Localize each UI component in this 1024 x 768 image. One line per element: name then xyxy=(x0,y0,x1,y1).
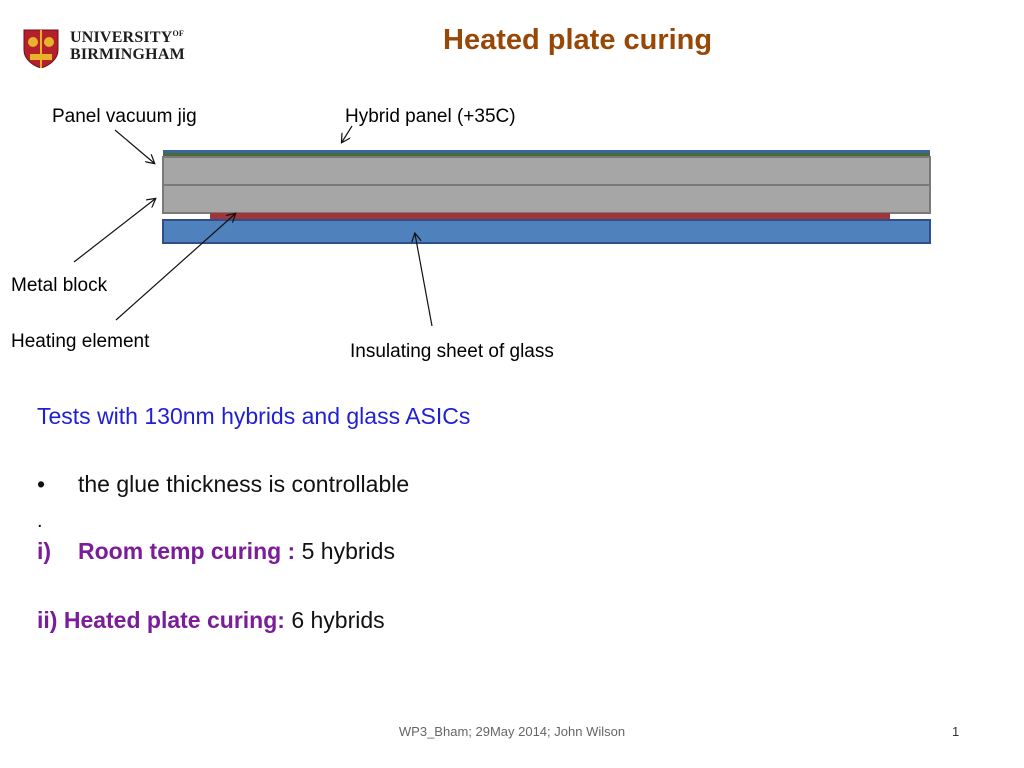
arrow-metal-block xyxy=(73,199,155,263)
label-hybrid-panel: Hybrid panel (+35C) xyxy=(345,106,516,127)
slide-title: Heated plate curing xyxy=(443,24,713,56)
item2-value: 6 hybrids xyxy=(291,607,385,633)
item2-label-text: ii) Heated plate curing: xyxy=(37,607,285,633)
curing-setup-diagram: Panel vacuum jig Hybrid panel (+35C) Met… xyxy=(11,106,931,362)
arrow-heating-element xyxy=(115,214,235,321)
item1-room-temp-curing: Room temp curing : 5 hybrids xyxy=(78,538,395,565)
item2-heated-plate-curing: ii) Heated plate curing: 6 hybrids xyxy=(37,607,385,634)
shield-icon xyxy=(23,29,59,68)
arrow-panel-vacuum-jig xyxy=(114,129,154,163)
stray-dot: . xyxy=(37,510,43,532)
label-metal-block: Metal block xyxy=(11,275,108,296)
bullet-text: the glue thickness is controllable xyxy=(78,471,410,497)
logo-text-birmingham: BIRMINGHAM xyxy=(70,46,185,63)
insulating-glass-sheet xyxy=(162,219,931,244)
hybrid-panel-green-layer xyxy=(163,153,930,157)
item1-value: 5 hybrids xyxy=(301,538,395,564)
logo-text-university: UNIVERSITYOF xyxy=(70,29,184,46)
tests-heading: Tests with 130nm hybrids and glass ASICs xyxy=(37,403,471,429)
hybrid-panel-blue-layer xyxy=(163,150,930,154)
label-heating-element: Heating element xyxy=(11,331,150,352)
label-panel-vacuum-jig: Panel vacuum jig xyxy=(52,106,197,127)
page-number: 1 xyxy=(952,724,960,739)
bullet-marker: • xyxy=(37,471,46,497)
item1-label-text: Room temp curing : xyxy=(78,538,296,564)
university-logo: UNIVERSITYOF BIRMINGHAM xyxy=(22,26,197,68)
arrow-hybrid-panel xyxy=(342,125,353,142)
panel-vacuum-jig xyxy=(162,156,931,186)
heating-element xyxy=(210,213,890,219)
footer-text: WP3_Bham; 29May 2014; John Wilson xyxy=(398,724,626,739)
arrow-insulating-glass xyxy=(415,234,433,327)
item1-number: i) xyxy=(37,538,52,564)
label-insulating-glass: Insulating sheet of glass xyxy=(350,341,554,362)
logo-text-of: OF xyxy=(172,29,184,38)
metal-block xyxy=(162,184,931,214)
